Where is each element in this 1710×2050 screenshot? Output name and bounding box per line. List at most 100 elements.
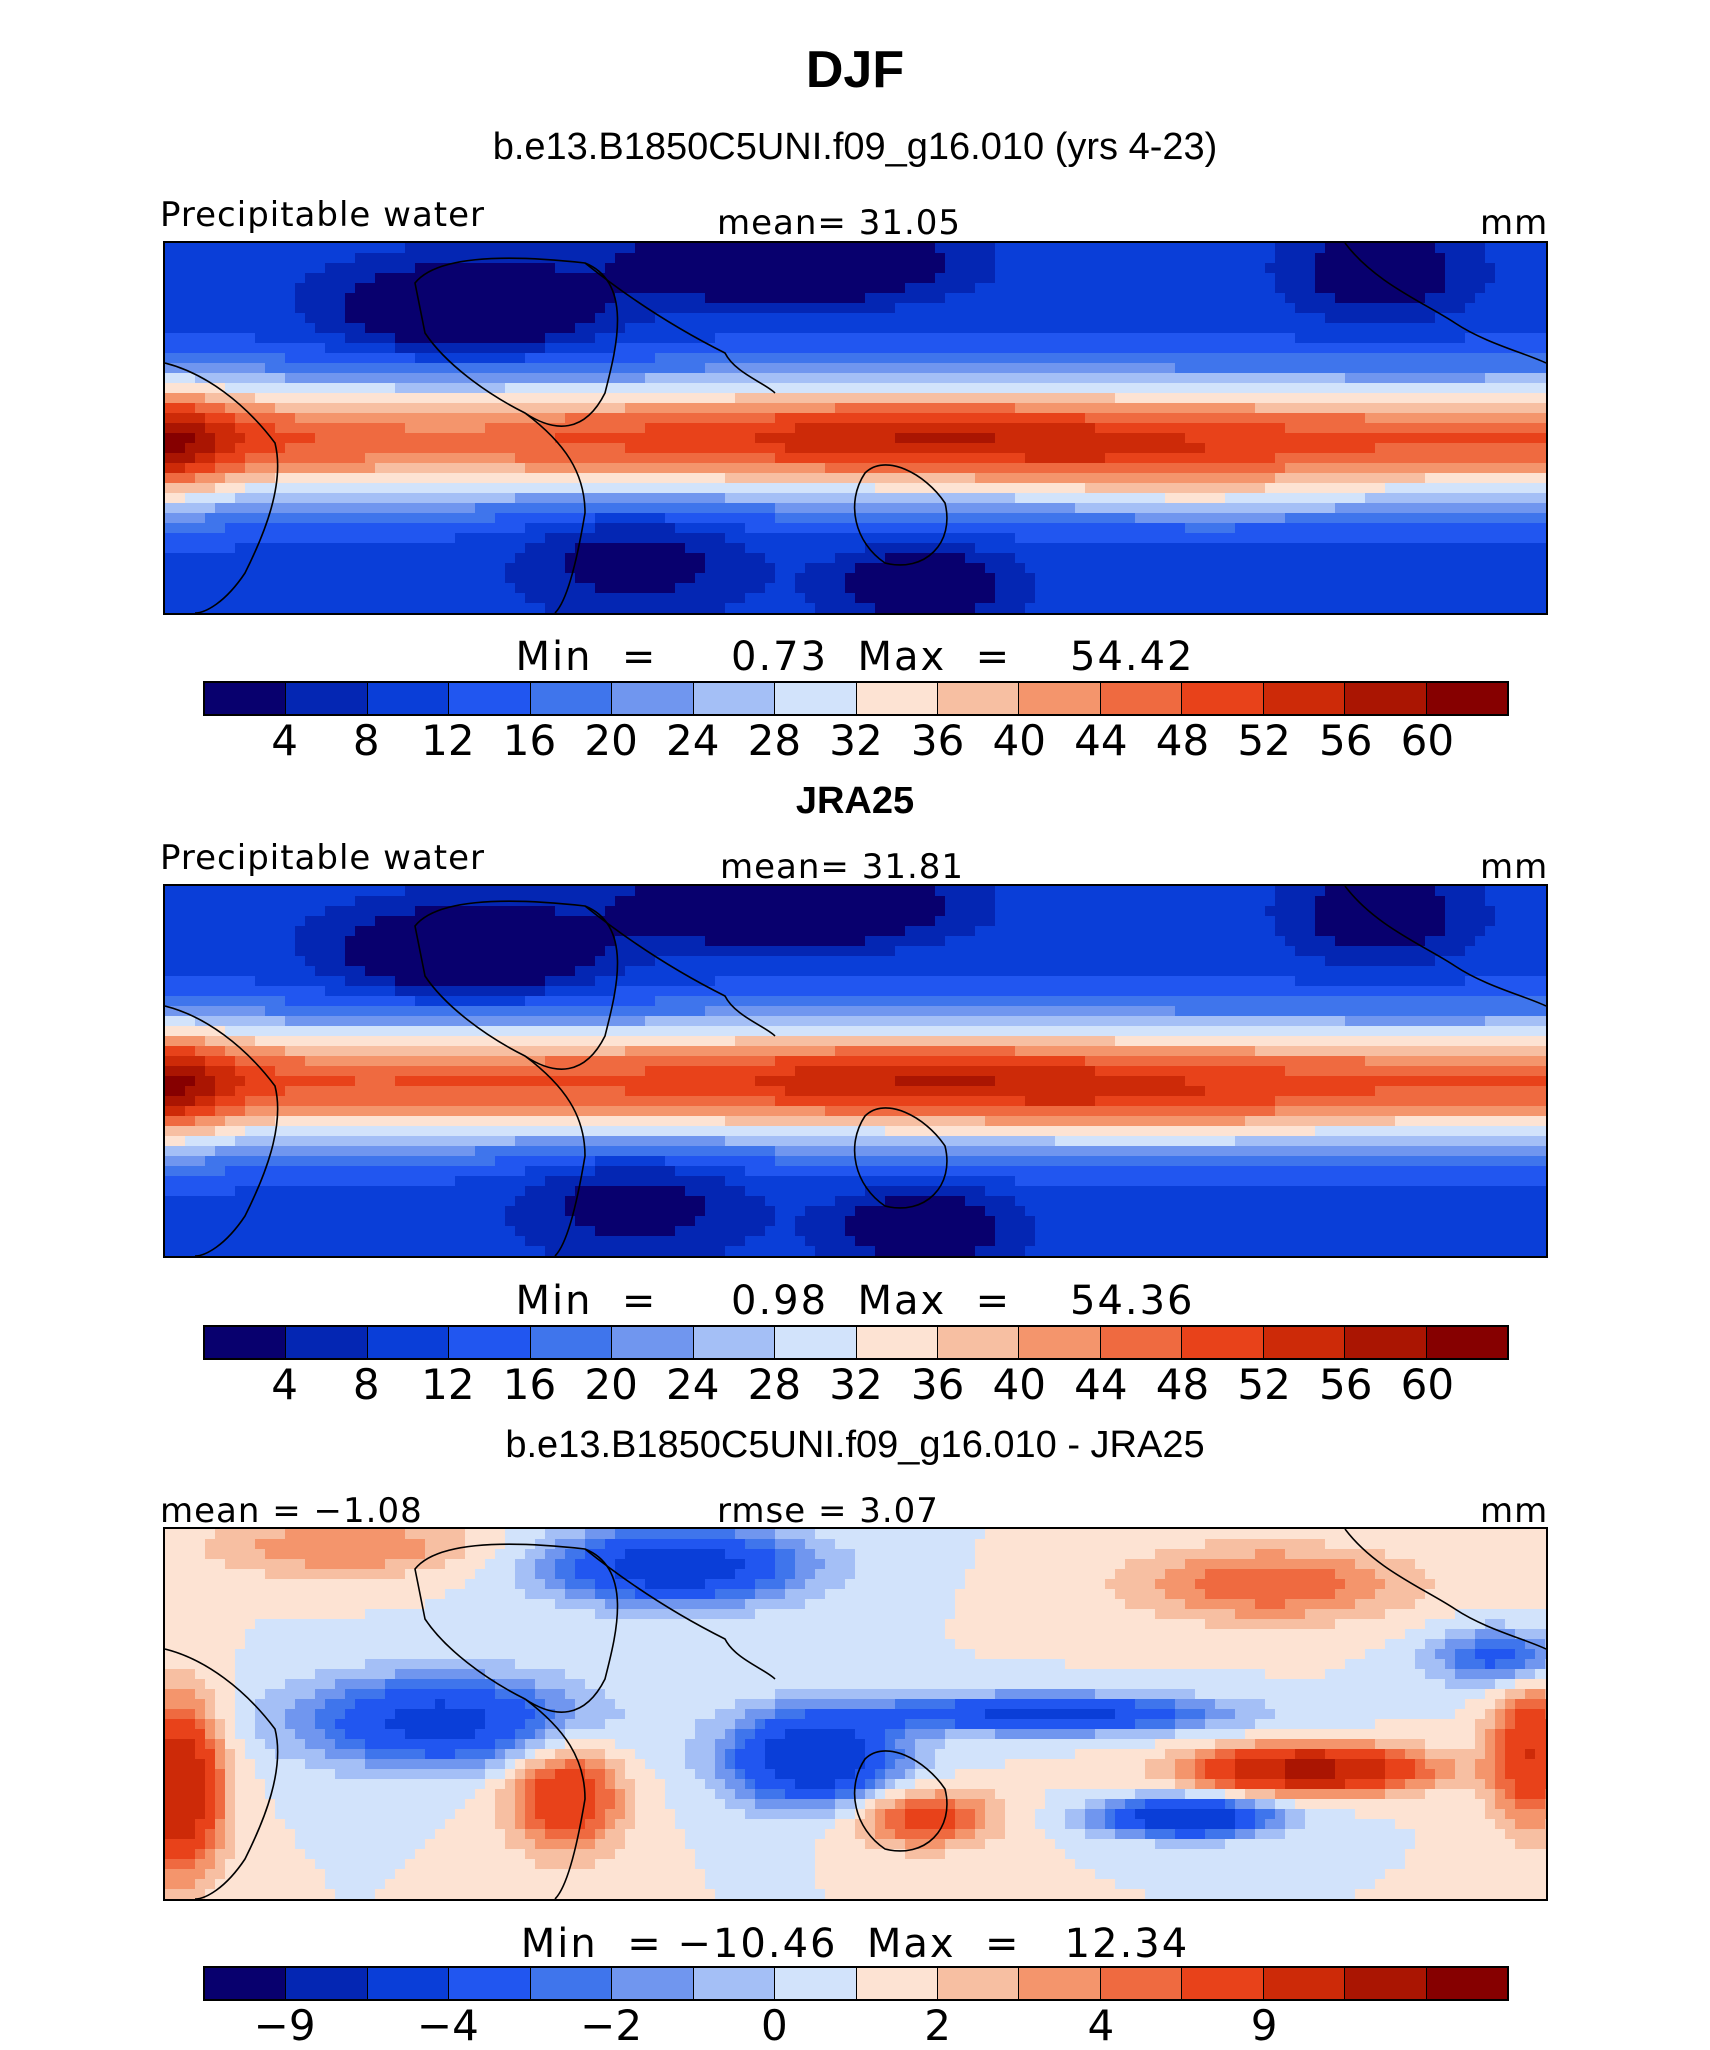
colorbar-swatch: [286, 683, 368, 714]
colorbar-tick-label: 20: [584, 1360, 638, 1409]
colorbar-tick-label: 48: [1155, 716, 1210, 765]
coastline: [1344, 1528, 1547, 1650]
colorbar-tick-label: 2: [924, 2001, 951, 2050]
colorbar-tick-label: 52: [1237, 716, 1291, 765]
colorbar-tick-label: 60: [1400, 1360, 1455, 1409]
colorbar-tick-label: 44: [1074, 716, 1128, 765]
panel-3-heading: b.e13.B1850C5UNI.f09_g16.010 - JRA25: [505, 1424, 1205, 1466]
coastline: [414, 257, 619, 427]
panel-2-left-label: Precipitable water: [160, 838, 486, 878]
colorbar-swatch: [1182, 1327, 1264, 1358]
coastline: [164, 362, 279, 614]
colorbar-tick-label: 40: [992, 1360, 1046, 1409]
colorbar-swatch: [937, 683, 1020, 714]
panel-2-minmax: Min = 0.98 Max = 54.36: [515, 1278, 1195, 1324]
colorbar-swatch: [367, 1327, 450, 1358]
colorbar-swatch: [856, 1327, 938, 1358]
colorbar-swatch: [856, 1968, 938, 1999]
coastline: [853, 1750, 948, 1852]
colorbar-swatch: [1345, 1968, 1427, 1999]
panel-1-map: [163, 241, 1556, 615]
panel-3-colorbar-ticks: −9 −4 −2 0 2 4 9: [203, 2001, 1509, 2050]
colorbar-tick-label: 28: [747, 1360, 802, 1409]
coastline: [853, 1107, 948, 1209]
colorbar-swatch: [1182, 683, 1264, 714]
colorbar-swatch: [612, 1327, 694, 1358]
colorbar-swatch: [367, 1968, 450, 1999]
colorbar-swatch: [1263, 1327, 1346, 1358]
coastline: [1344, 242, 1547, 364]
colorbar-tick-label: 0: [761, 2001, 788, 2050]
colorbar-swatch: [1263, 1968, 1346, 1999]
colorbar-tick-label: 12: [421, 1360, 475, 1409]
colorbar-tick-label: 56: [1319, 716, 1373, 765]
colorbar-swatch: [205, 683, 287, 714]
coastline: [1344, 885, 1547, 1007]
panel-3-map: [163, 1527, 1556, 1901]
panel-1-colorbar: [203, 681, 1509, 716]
colorbar-swatch: [937, 1968, 1020, 1999]
panel-2-heading: JRA25: [795, 780, 915, 822]
coastline: [524, 412, 586, 614]
colorbar-tick-label: 4: [271, 1360, 298, 1409]
colorbar-swatch: [612, 1968, 694, 1999]
colorbar-swatch: [367, 683, 450, 714]
colorbar-swatch: [775, 1968, 857, 1999]
colorbar-tick-label: 36: [910, 716, 965, 765]
contour-field: [164, 242, 1556, 614]
colorbar-tick-label: 12: [421, 716, 475, 765]
coastline: [164, 1648, 279, 1900]
colorbar-swatch: [530, 1327, 613, 1358]
coastline: [164, 1005, 279, 1257]
figure-title: DJF: [805, 41, 905, 99]
colorbar-tick-label: 44: [1074, 1360, 1128, 1409]
contour-field: [164, 885, 1556, 1257]
colorbar-tick-label: 16: [502, 1360, 557, 1409]
colorbar-tick-label: −9: [253, 2001, 316, 2050]
colorbar-tick-label: 32: [829, 1360, 883, 1409]
colorbar-swatch: [775, 683, 857, 714]
colorbar-tick-label: 48: [1155, 1360, 1210, 1409]
coastline: [414, 900, 619, 1070]
colorbar-swatch: [937, 1327, 1020, 1358]
colorbar-swatch: [856, 683, 938, 714]
coastline: [584, 1548, 776, 1680]
colorbar-swatch: [449, 1968, 531, 1999]
colorbar-tick-label: 8: [352, 1360, 380, 1409]
panel-1-left-label: Precipitable water: [160, 195, 486, 235]
colorbar-tick-label: 24: [666, 716, 720, 765]
colorbar-swatch: [286, 1327, 368, 1358]
panel-2-mean-label: mean= 31.81: [720, 847, 965, 887]
panel-1-units-label: mm: [1480, 203, 1549, 243]
colorbar-swatch: [1100, 1327, 1183, 1358]
coastline: [524, 1055, 586, 1257]
panel-2-colorbar-ticks: 4 8 12 16 20 24 28 32 36 40 44 48 52 56 60: [203, 1360, 1509, 1409]
colorbar-swatch: [1100, 683, 1183, 714]
colorbar-swatch: [1100, 1968, 1183, 1999]
coastline: [414, 1543, 619, 1713]
colorbar-tick-label: 20: [584, 716, 638, 765]
panel-3-rmse-label: rmse = 3.07: [717, 1491, 939, 1531]
colorbar-tick-label: 40: [992, 716, 1046, 765]
colorbar-tick-label: 4: [1087, 2001, 1115, 2050]
colorbar-swatch: [1263, 683, 1346, 714]
colorbar-swatch: [1019, 683, 1101, 714]
colorbar-swatch: [693, 1327, 776, 1358]
colorbar-tick-label: 24: [666, 1360, 720, 1409]
colorbar-tick-label: −2: [580, 2001, 643, 2050]
colorbar-swatch: [1426, 683, 1507, 714]
colorbar-swatch: [449, 683, 531, 714]
panel-1-colorbar-ticks: 4 8 12 16 20 24 28 32 36 40 44 48 52 56 60: [203, 716, 1509, 765]
colorbar-swatch: [1426, 1968, 1507, 1999]
coastline: [584, 262, 776, 394]
colorbar-swatch: [775, 1327, 857, 1358]
colorbar-tick-label: 4: [271, 716, 298, 765]
colorbar-swatch: [286, 1968, 368, 1999]
colorbar-tick-label: 16: [502, 716, 557, 765]
contour-field: [164, 1528, 1556, 1900]
panel-3-units-label: mm: [1480, 1491, 1549, 1531]
colorbar-tick-label: −4: [416, 2001, 479, 2050]
panel-2-colorbar: [203, 1325, 1509, 1360]
colorbar-swatch: [612, 683, 694, 714]
colorbar-tick-label: 32: [829, 716, 883, 765]
